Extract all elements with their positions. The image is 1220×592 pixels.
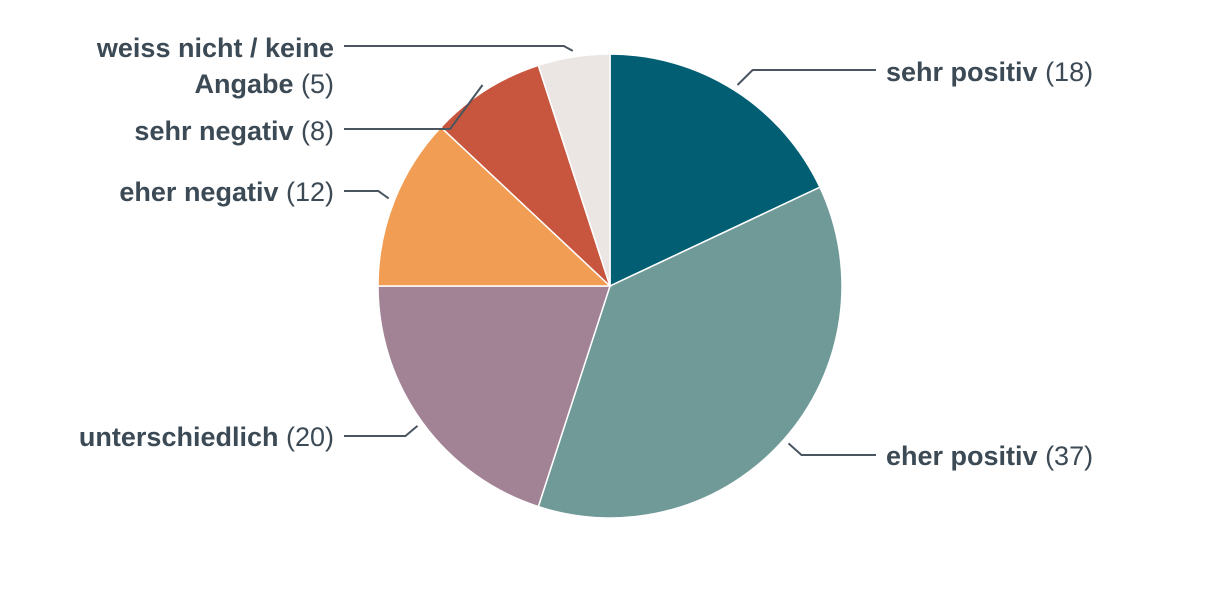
slice-name-line-1: weiss nicht / keine — [96, 33, 334, 63]
slice-label-eher-negativ: eher negativ (12) — [119, 177, 334, 207]
pie-slice-eher-negativ — [377, 126, 612, 287]
slice-name-line-2: Angabe — [194, 69, 293, 99]
slice-label-sehr-positiv: sehr positiv (18) — [886, 57, 1093, 87]
slice-count: (12) — [286, 177, 334, 207]
slice-name: eher negativ — [119, 177, 278, 207]
slice-label-weiss-nicht-line-1: weiss nicht / keine — [96, 33, 334, 63]
slice-name: eher positiv — [886, 441, 1038, 471]
slice-name: unterschiedlich — [79, 422, 279, 452]
leader-line-sehr-positiv — [736, 69, 876, 86]
slice-count: (5) — [301, 69, 334, 99]
pie-slice-sehr-positiv — [609, 53, 821, 288]
slice-count: (8) — [301, 116, 334, 146]
leader-line-sehr-negativ — [344, 84, 484, 130]
slice-count: (20) — [286, 422, 334, 452]
slice-label-sehr-negativ: sehr negativ (8) — [134, 116, 334, 146]
leader-line-eher-negativ — [344, 190, 390, 200]
slice-label-unterschiedlich: unterschiedlich (20) — [79, 422, 334, 452]
leader-lines — [344, 45, 876, 456]
leader-line-eher-positiv — [787, 442, 876, 456]
leader-line-weiss-nicht-keine-angabe — [344, 45, 574, 52]
slice-count: (18) — [1045, 57, 1093, 87]
pie-slice-sehr-negativ — [439, 64, 611, 287]
slice-name: sehr negativ — [134, 116, 293, 146]
slice-name: sehr positiv — [886, 57, 1038, 87]
slice-label-weiss-nicht-line-2: Angabe (5) — [194, 69, 334, 99]
slice-label-eher-positiv: eher positiv (37) — [886, 441, 1093, 471]
pie-slice-weiss-nicht-keine-angabe — [537, 53, 611, 287]
pie-slice-eher-positiv — [537, 186, 843, 519]
pie-slices — [377, 53, 843, 519]
leader-line-unterschiedlich — [344, 425, 419, 437]
pie-slice-unterschiedlich — [377, 285, 612, 508]
slice-count: (37) — [1045, 441, 1093, 471]
